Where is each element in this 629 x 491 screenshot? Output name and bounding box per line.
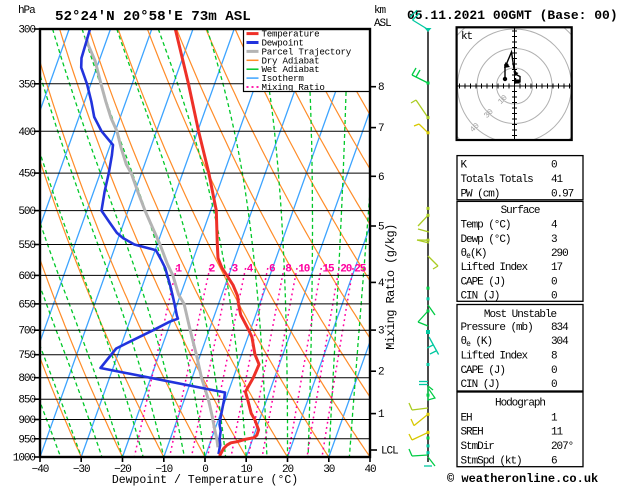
svg-text:Isotherm: Isotherm [262,73,305,84]
svg-text:Temp (°C): Temp (°C) [461,220,511,232]
svg-text:Totals Totals: Totals Totals [461,174,534,186]
svg-text:PW (cm): PW (cm) [461,188,500,200]
svg-text:0: 0 [551,290,557,302]
svg-text:700: 700 [18,326,35,338]
svg-text:Pressure (mb): Pressure (mb) [461,322,533,334]
svg-text:20: 20 [282,464,294,476]
svg-text:Wet Adiabat: Wet Adiabat [262,64,320,75]
svg-text:1: 1 [176,264,183,276]
svg-text:ASL: ASL [374,18,391,30]
svg-text:StmDir: StmDir [461,441,495,453]
svg-text:5: 5 [378,222,384,234]
svg-text:Dry Adiabat: Dry Adiabat [262,55,320,66]
svg-text:900: 900 [18,415,35,427]
svg-text:1000: 1000 [13,453,36,465]
svg-text:15: 15 [323,264,336,276]
svg-text:CAPE (J): CAPE (J) [461,276,505,288]
svg-text:Dewp (°C): Dewp (°C) [461,234,511,246]
svg-text:Lifted Index: Lifted Index [461,262,529,274]
svg-text:−10: −10 [155,464,172,476]
svg-text:25: 25 [354,264,367,276]
svg-text:K: K [461,160,468,172]
svg-text:1: 1 [378,409,385,421]
svg-text:−40: −40 [32,464,49,476]
svg-text:Most Unstable: Most Unstable [484,309,557,321]
svg-text:8: 8 [285,264,292,276]
svg-text:600: 600 [18,271,35,283]
svg-text:3: 3 [378,326,384,338]
svg-text:EH: EH [461,412,473,424]
svg-text:400: 400 [18,127,35,139]
svg-text:8: 8 [551,351,557,363]
svg-text:0: 0 [551,379,557,391]
svg-text:6: 6 [269,264,275,276]
svg-text:Dewpoint: Dewpoint [262,38,304,49]
svg-text:CIN (J): CIN (J) [461,379,500,391]
svg-text:θe (K): θe (K) [461,336,493,349]
svg-text:2: 2 [209,264,215,276]
svg-text:SREH: SREH [461,427,484,439]
svg-text:30: 30 [323,464,335,476]
svg-text:kt: kt [461,31,473,43]
svg-text:500: 500 [18,206,35,218]
svg-text:0: 0 [202,464,208,476]
svg-text:4: 4 [247,264,254,276]
svg-text:05.11.2021 00GMT (Base: 00): 05.11.2021 00GMT (Base: 00) [407,8,618,23]
svg-text:40: 40 [364,464,376,476]
svg-text:7: 7 [378,123,384,135]
svg-text:650: 650 [18,299,35,311]
svg-text:Parcel Trajectory: Parcel Trajectory [262,46,352,57]
svg-text:Mixing Ratio: Mixing Ratio [262,82,325,93]
svg-text:450: 450 [18,169,35,181]
svg-text:0.97: 0.97 [551,188,574,200]
svg-text:8: 8 [378,82,384,94]
svg-text:CAPE (J): CAPE (J) [461,365,505,377]
svg-text:4: 4 [378,278,385,290]
svg-text:350: 350 [18,79,35,91]
svg-text:−30: −30 [73,464,90,476]
svg-text:Hodograph: Hodograph [495,398,545,410]
svg-text:800: 800 [18,373,35,385]
svg-text:CIN (J): CIN (J) [461,290,500,302]
svg-text:Dewpoint / Temperature (°C): Dewpoint / Temperature (°C) [112,474,298,486]
svg-text:850: 850 [18,395,35,407]
svg-text:41: 41 [551,174,564,186]
svg-text:0: 0 [551,276,557,288]
svg-text:304: 304 [551,336,569,348]
svg-text:LCL: LCL [381,446,398,458]
svg-text:2: 2 [378,367,384,379]
svg-text:950: 950 [18,434,35,446]
svg-text:Temperature: Temperature [262,29,320,40]
svg-text:750: 750 [18,350,35,362]
svg-text:Mixing Ratio (g/kg): Mixing Ratio (g/kg) [384,224,398,349]
svg-text:10: 10 [298,264,310,276]
svg-text:834: 834 [551,322,569,334]
svg-text:θe(K): θe(K) [461,248,487,261]
svg-text:Lifted Index: Lifted Index [461,351,529,363]
svg-text:6: 6 [551,455,557,467]
svg-text:11: 11 [551,427,564,439]
svg-text:300: 300 [18,25,35,37]
svg-text:4: 4 [551,220,558,232]
svg-text:0: 0 [551,365,557,377]
svg-text:17: 17 [551,262,563,274]
svg-text:© weatheronline.co.uk: © weatheronline.co.uk [447,472,598,486]
svg-text:Surface: Surface [501,205,540,217]
svg-text:207°: 207° [551,441,573,453]
svg-text:0: 0 [551,160,557,172]
svg-text:52°24'N 20°58'E 73m ASL: 52°24'N 20°58'E 73m ASL [55,9,251,25]
svg-text:550: 550 [18,240,35,252]
svg-text:6: 6 [378,172,384,184]
svg-text:km: km [374,5,387,17]
svg-text:3: 3 [232,264,239,276]
svg-text:3: 3 [551,234,557,246]
svg-text:hPa: hPa [18,5,36,17]
svg-text:10: 10 [241,464,253,476]
svg-text:20: 20 [340,264,352,276]
svg-text:290: 290 [551,248,568,260]
svg-text:1: 1 [551,412,558,424]
svg-text:StmSpd (kt): StmSpd (kt) [461,455,522,467]
svg-text:−20: −20 [114,464,131,476]
